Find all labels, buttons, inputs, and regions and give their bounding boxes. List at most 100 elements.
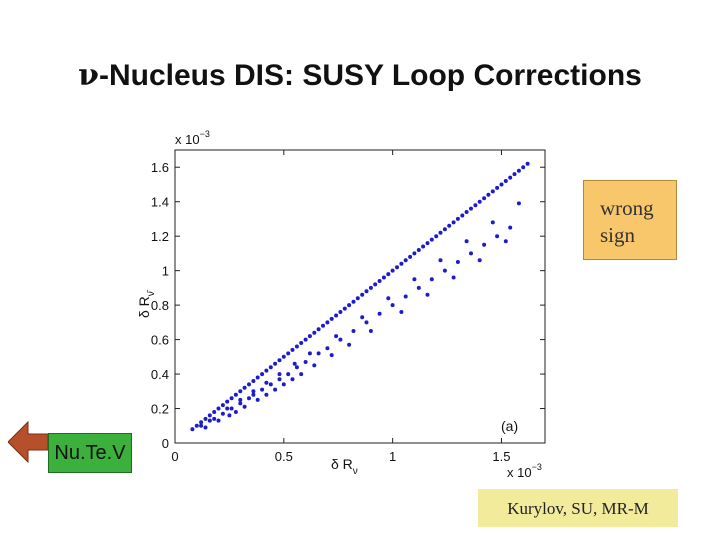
data-point [416, 248, 421, 252]
data-point [373, 282, 378, 287]
data-point [277, 377, 282, 382]
data-point [255, 397, 260, 402]
data-point [451, 275, 456, 280]
data-point [238, 397, 243, 402]
data-point [508, 225, 513, 230]
data-point [403, 258, 408, 263]
data-point [360, 292, 365, 297]
data-point [364, 289, 369, 294]
data-point [399, 261, 404, 266]
data-point [377, 311, 382, 316]
back-arrow-icon[interactable] [8, 420, 48, 464]
data-point [207, 413, 212, 418]
data-point [503, 179, 508, 183]
data-point [190, 427, 195, 432]
y-tick-label: 1.4 [151, 195, 169, 210]
data-point [455, 216, 460, 221]
data-point [268, 365, 273, 370]
panel-label: (a) [501, 418, 518, 434]
data-point [412, 277, 417, 282]
data-point [299, 372, 304, 377]
data-point [412, 251, 417, 256]
data-point [233, 410, 238, 414]
data-point [294, 365, 299, 370]
data-point [227, 413, 232, 418]
data-point [525, 161, 530, 166]
data-point [268, 382, 273, 387]
data-point [264, 392, 269, 397]
data-point [290, 347, 295, 352]
nutev-nav-button[interactable]: Nu.Te.V [48, 433, 132, 473]
data-point [347, 342, 352, 347]
data-point [294, 344, 299, 349]
data-point [220, 403, 225, 408]
data-point [503, 239, 508, 244]
data-point [355, 296, 360, 301]
data-point [368, 329, 373, 333]
data-point [451, 220, 456, 225]
data-point [203, 416, 208, 421]
data-point [469, 251, 473, 256]
tick-marks [174, 150, 545, 444]
data-point [386, 296, 391, 301]
data-point [399, 310, 404, 314]
data-point [312, 330, 317, 335]
data-point [225, 399, 230, 404]
data-point [277, 372, 282, 377]
data-point [316, 351, 321, 356]
x-tick-label: 0 [171, 449, 178, 464]
data-points [190, 161, 530, 432]
data-point [434, 234, 439, 239]
data-point [368, 285, 373, 290]
data-point [499, 182, 504, 187]
data-point [303, 360, 308, 364]
data-point [238, 389, 243, 394]
data-point [490, 220, 495, 225]
data-point [312, 363, 317, 368]
data-point [364, 320, 369, 325]
data-point [425, 292, 430, 297]
data-point [329, 353, 334, 358]
data-point [329, 316, 334, 321]
data-point [351, 299, 356, 304]
wrong-sign-callout: wrong sign [583, 180, 677, 260]
data-point [495, 234, 500, 239]
data-point [338, 337, 343, 342]
data-point [334, 334, 339, 339]
x-tick-label: 1 [389, 449, 396, 464]
data-point [321, 323, 325, 328]
data-point [260, 387, 265, 392]
data-point [516, 201, 521, 206]
data-point [338, 310, 343, 314]
data-point [307, 334, 312, 339]
data-point [216, 406, 221, 411]
data-point [334, 313, 339, 318]
slide-title: ν-Nucleus DIS: SUSY Loop Corrections [0, 58, 720, 93]
data-point [464, 210, 469, 214]
data-point [299, 341, 304, 345]
data-point [442, 268, 447, 273]
y-tick-label: 0 [162, 436, 169, 451]
data-point [464, 239, 469, 244]
callout-line-1: wrong [600, 196, 654, 220]
data-point [199, 423, 204, 428]
data-point [482, 196, 487, 201]
data-point [408, 254, 413, 259]
data-point [264, 380, 269, 385]
data-point [229, 406, 234, 411]
data-point [342, 306, 347, 311]
data-point [486, 192, 491, 197]
data-point [477, 258, 482, 263]
data-point [273, 361, 278, 366]
data-point [473, 203, 478, 208]
data-point [425, 241, 430, 246]
data-point [286, 372, 291, 377]
data-point [442, 227, 447, 232]
y-axis-label: δ Rν̄ [136, 289, 157, 318]
data-point [390, 268, 395, 273]
data-point [482, 242, 487, 247]
scatter-chart: 00.20.40.60.811.21.41.6 0 0.5 1 1.5 x 10−3 … [136, 129, 546, 480]
data-point [307, 351, 312, 356]
y-tick-label: 1.6 [151, 160, 169, 175]
data-point [360, 315, 365, 320]
